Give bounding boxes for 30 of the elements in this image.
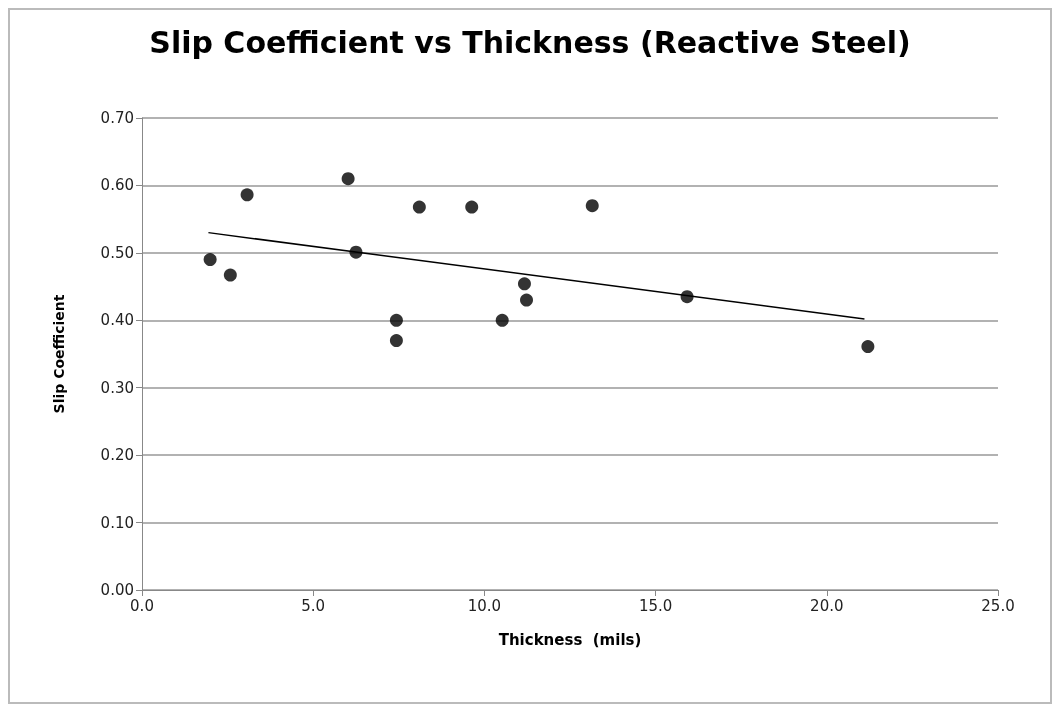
chart-title: Slip Coefficient vs Thickness (Reactive Steel): [149, 24, 911, 60]
x-tick-label: 20.0: [810, 596, 844, 615]
y-tick-label: 0.70: [100, 109, 134, 127]
point: [412, 200, 426, 214]
point: [389, 334, 403, 348]
point: [203, 253, 217, 267]
point: [585, 199, 599, 213]
point: [341, 172, 355, 186]
x-tick-label: 15.0: [638, 596, 673, 615]
x-tick-label: 5.0: [301, 596, 326, 615]
point: [861, 340, 875, 354]
y-tick-label: 0.30: [100, 378, 134, 397]
point: [495, 313, 509, 327]
point: [517, 277, 531, 291]
x-axis-title: Thickness (mils): [498, 630, 642, 649]
point: [240, 188, 254, 202]
x-tick-label: 25.0: [981, 596, 1015, 615]
y-tick-label: 0.00: [100, 581, 134, 599]
y-tick-label: 0.50: [100, 243, 134, 262]
point: [520, 293, 534, 307]
y-axis-title: Slip Coefficient: [51, 294, 67, 414]
y-tick-label: 0.20: [100, 446, 134, 465]
y-tick-label: 0.40: [100, 311, 134, 330]
x-tick-label: 10.0: [467, 596, 502, 615]
point: [465, 200, 479, 214]
point: [223, 268, 237, 282]
x-tick-label: 0.0: [130, 596, 154, 615]
point: [389, 313, 403, 327]
y-tick-label: 0.60: [100, 176, 134, 195]
y-tick-label: 0.10: [100, 513, 134, 532]
